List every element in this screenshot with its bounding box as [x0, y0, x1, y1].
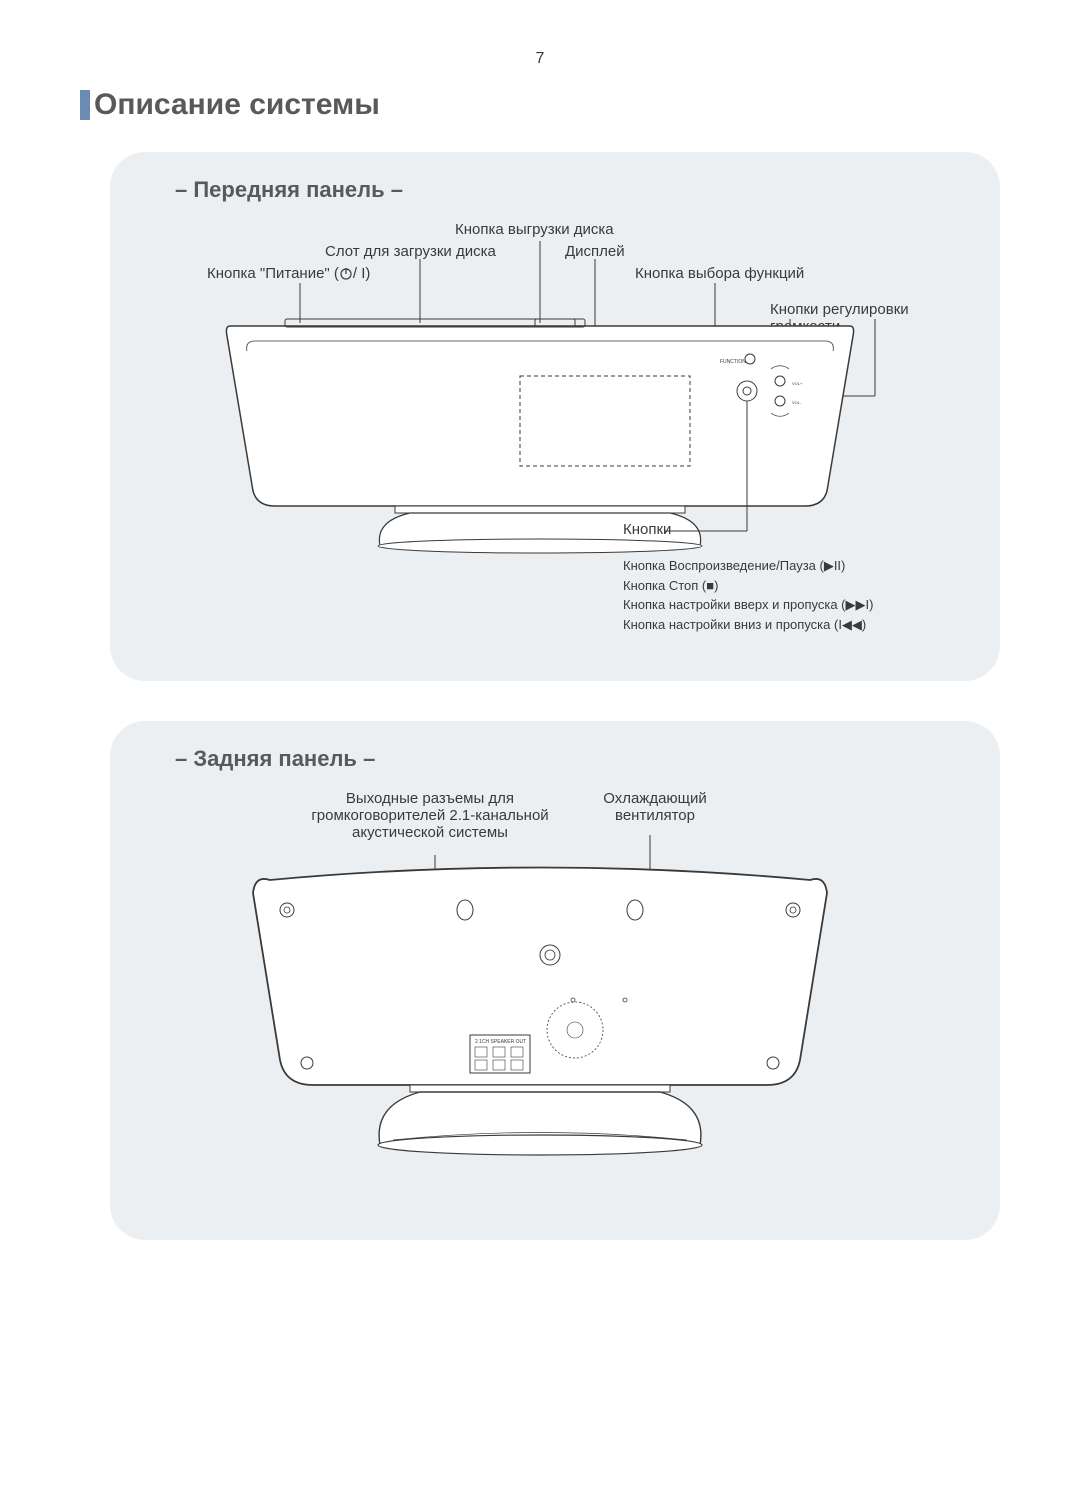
back-panel-diagram: Выходные разъемы для громкоговорителей 2… [145, 790, 965, 1210]
back-panel-box: – Задняя панель – Выходные разъемы для г… [110, 721, 1000, 1240]
label-eject-button: Кнопка выгрузки диска [455, 221, 614, 238]
main-title: Описание системы [94, 88, 380, 122]
label-tune-up: Кнопка настройки вверх и пропуска (▶▶I) [623, 595, 873, 615]
main-title-container: Описание системы [80, 88, 1020, 122]
front-panel-box: – Передняя панель – Кнопка выгрузки диск… [110, 152, 1000, 681]
back-device-svg: 2.1CH SPEAKER OUT [175, 805, 955, 1205]
svg-text:2.1CH SPEAKER OUT: 2.1CH SPEAKER OUT [475, 1039, 526, 1045]
button-list: Кнопка Воспроизведение/Пауза (▶II) Кнопк… [623, 556, 873, 634]
back-panel-title: – Задняя панель – [175, 746, 965, 772]
label-buttons: Кнопки [623, 521, 671, 538]
svg-text:FUNCTION: FUNCTION [720, 359, 746, 365]
label-stop: Кнопка Стоп (■) [623, 576, 873, 596]
label-tune-down: Кнопка настройки вниз и пропуска (I◀◀) [623, 615, 873, 635]
page-number: 7 [60, 50, 1020, 68]
title-accent-bar [80, 90, 90, 120]
front-panel-diagram: Кнопка выгрузки диска Слот для загрузки … [145, 221, 965, 651]
label-play-pause: Кнопка Воспроизведение/Пауза (▶II) [623, 556, 873, 576]
svg-text:VOL+: VOL+ [792, 381, 803, 386]
front-device-svg: FUNCTION VOL+ VOL- [175, 241, 955, 571]
front-panel-title: – Передняя панель – [175, 177, 965, 203]
svg-text:VOL-: VOL- [792, 400, 802, 405]
